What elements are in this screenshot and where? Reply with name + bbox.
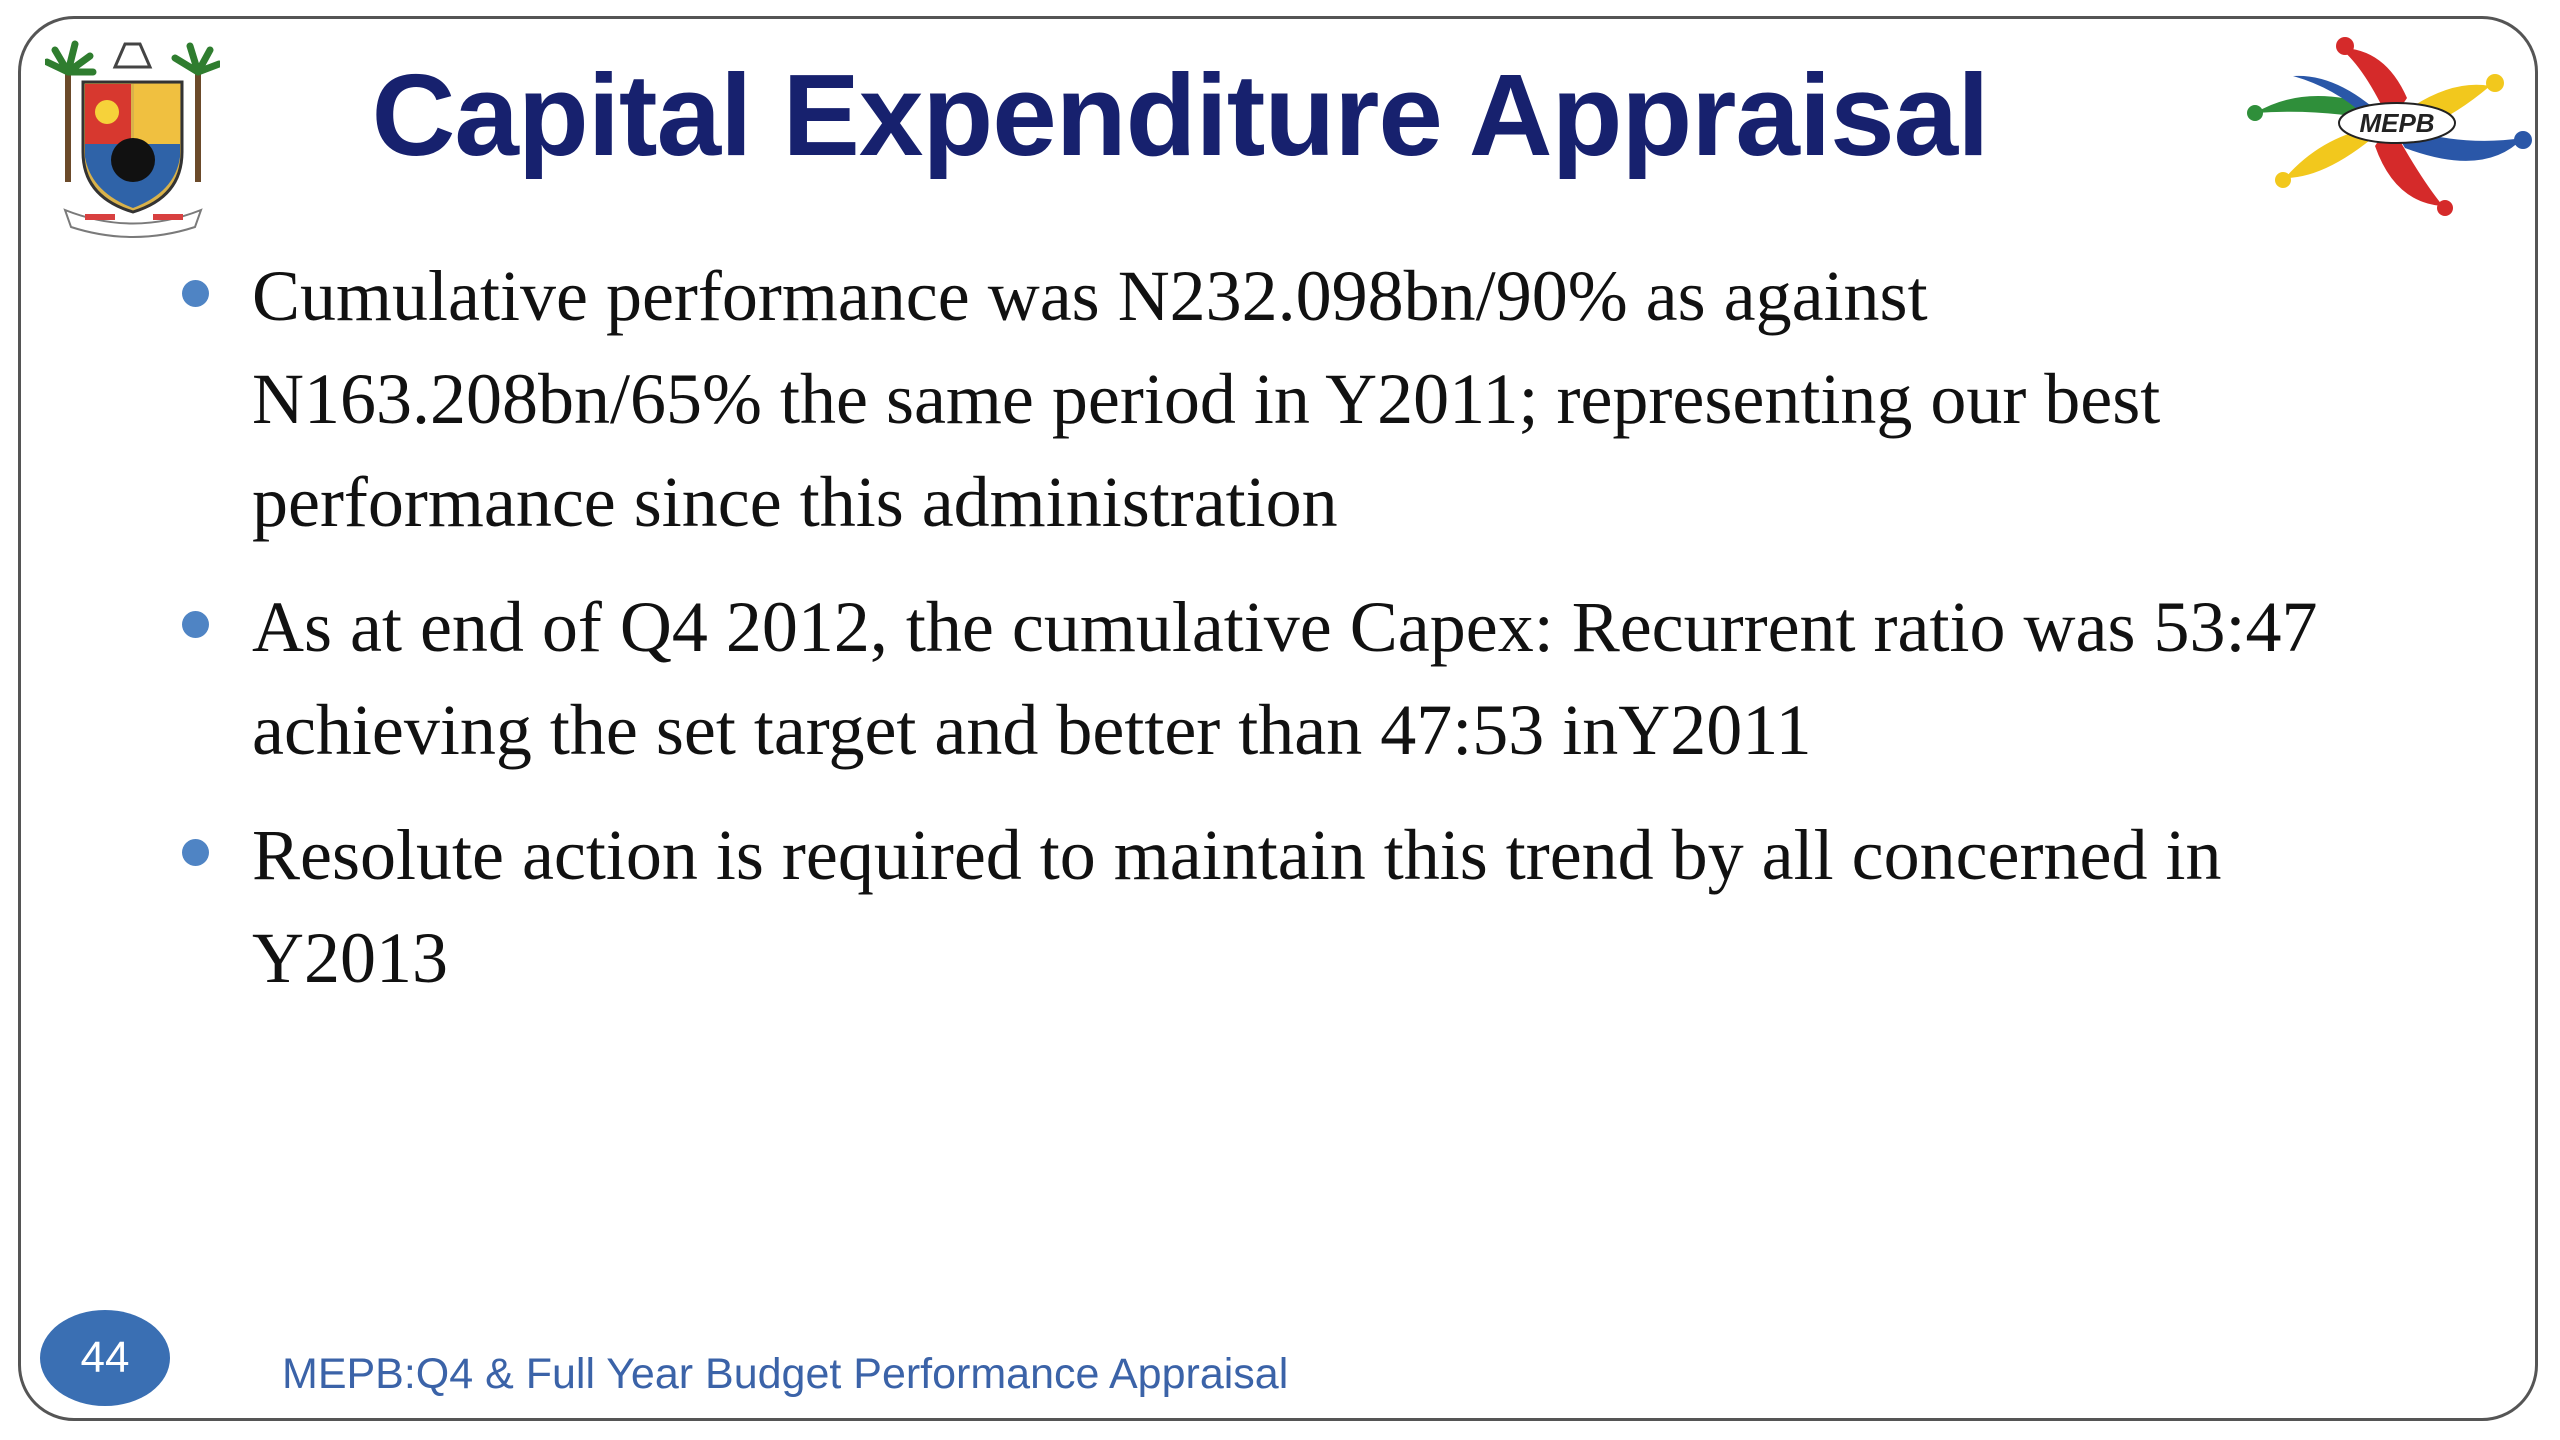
bullet-item: As at end of Q4 2012, the cumulative Cap… (170, 576, 2390, 782)
bullet-text: Resolute action is required to maintain … (252, 815, 2222, 998)
bullet-item: Cumulative performance was N232.098bn/90… (170, 245, 2390, 554)
bullet-text: As at end of Q4 2012, the cumulative Cap… (252, 587, 2318, 770)
bullet-item: Resolute action is required to maintain … (170, 804, 2390, 1010)
page-number-badge: 44 (40, 1310, 170, 1406)
slide-frame (18, 16, 2538, 1421)
mepb-logo-text: MEPB (2359, 108, 2434, 138)
footer-text: MEPB:Q4 & Full Year Budget Performance A… (282, 1350, 1289, 1398)
lagos-state-crest-icon (45, 40, 220, 238)
bullet-dot-icon (182, 611, 209, 638)
bullet-list: Cumulative performance was N232.098bn/90… (170, 245, 2390, 1032)
bullet-text: Cumulative performance was N232.098bn/90… (252, 256, 2161, 542)
mepb-logo-icon: MEPB (2247, 37, 2532, 216)
page-title: Capital Expenditure Appraisal (371, 50, 1990, 180)
bullet-dot-icon (182, 280, 209, 307)
bullet-dot-icon (182, 839, 209, 866)
